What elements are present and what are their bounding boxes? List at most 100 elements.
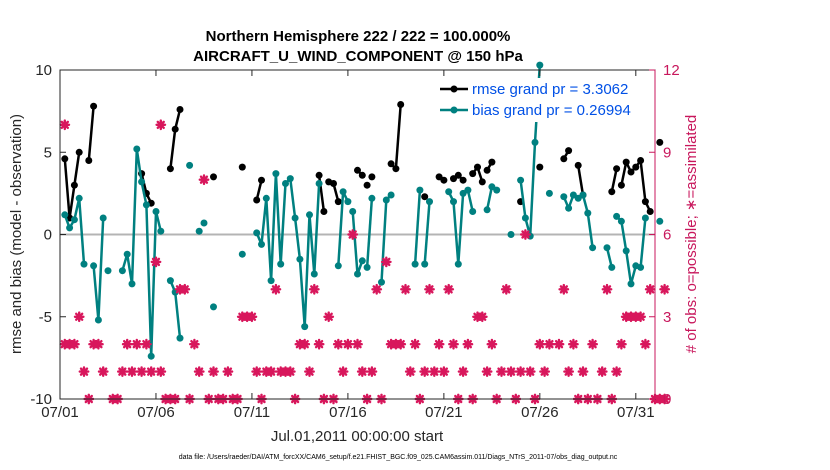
obs-assimilated-marker bbox=[524, 366, 536, 377]
obs-assimilated-marker bbox=[457, 366, 469, 377]
obs-assimilated-marker bbox=[419, 366, 431, 377]
rmse-point bbox=[363, 181, 371, 189]
bias-point bbox=[70, 216, 78, 224]
obs-assimilated-marker bbox=[596, 366, 608, 377]
obs-assimilated-marker bbox=[409, 338, 421, 350]
rmse-point bbox=[358, 171, 366, 179]
obs-assimilated-marker bbox=[611, 366, 622, 377]
rmse-point bbox=[166, 165, 174, 173]
bias-point bbox=[584, 209, 592, 217]
bias-point bbox=[99, 214, 107, 222]
y-left-tick-label: 5 bbox=[44, 144, 52, 161]
rmse-point bbox=[85, 157, 93, 164]
bias-point bbox=[94, 316, 102, 324]
bias-point bbox=[536, 61, 544, 69]
rmse-point bbox=[454, 171, 462, 179]
bias-point bbox=[291, 214, 299, 222]
bias-point bbox=[517, 176, 525, 184]
bias-point bbox=[147, 352, 155, 360]
x-tick-label: 07/26 bbox=[521, 404, 559, 421]
bias-point bbox=[301, 323, 309, 331]
obs-assimilated-marker bbox=[347, 229, 359, 240]
legend-bias-marker bbox=[450, 106, 458, 114]
x-axis-label: Jul.01,2011 00:00:00 start bbox=[271, 428, 444, 445]
x-tick-label: 07/06 bbox=[137, 404, 175, 421]
obs-assimilated-marker bbox=[265, 366, 277, 377]
bias-point bbox=[118, 267, 126, 275]
y-right-tick-label: 6 bbox=[663, 227, 671, 244]
legend-box bbox=[436, 78, 648, 122]
obs-assimilated-marker bbox=[486, 338, 498, 350]
y-left-tick-label: -5 bbox=[39, 309, 52, 326]
bias-point bbox=[608, 263, 616, 271]
obs-assimilated-marker bbox=[208, 366, 219, 377]
bias-point bbox=[277, 260, 285, 268]
bias-point bbox=[445, 188, 453, 196]
rmse-point bbox=[176, 106, 184, 113]
bias-point bbox=[411, 260, 419, 268]
rmse-point bbox=[656, 138, 664, 146]
bias-point bbox=[493, 186, 501, 194]
obs-assimilated-marker bbox=[313, 338, 325, 350]
rmse-point bbox=[469, 170, 477, 178]
y-left-tick-label: 10 bbox=[35, 62, 52, 79]
obs-assimilated-marker bbox=[563, 366, 574, 377]
bias-point bbox=[378, 278, 385, 286]
bias-point bbox=[565, 204, 573, 212]
rmse-point bbox=[488, 158, 496, 166]
obs-assimilated-marker bbox=[500, 283, 512, 295]
legend-rmse-label: rmse grand pr = 3.3062 bbox=[472, 81, 628, 98]
bias-point bbox=[267, 277, 275, 285]
obs-assimilated-marker bbox=[616, 338, 627, 350]
bias-point bbox=[622, 247, 630, 255]
bias-point bbox=[210, 303, 217, 311]
rmse-point bbox=[459, 176, 467, 184]
bias-line-segment bbox=[423, 201, 431, 265]
obs-assimilated-marker bbox=[284, 366, 296, 377]
bias-point bbox=[315, 180, 323, 187]
obs-assimilated-marker bbox=[323, 311, 335, 323]
bias-point bbox=[90, 262, 98, 270]
rmse-point bbox=[315, 171, 323, 179]
obs-assimilated-marker bbox=[198, 174, 210, 186]
obs-assimilated-marker bbox=[155, 366, 167, 377]
obs-assimilated-marker bbox=[428, 366, 440, 377]
obs-assimilated-marker bbox=[332, 338, 344, 350]
chart-title-line1: Northern Hemisphere 222 / 222 = 100.000% bbox=[206, 28, 511, 45]
rmse-point bbox=[483, 166, 491, 174]
x-axis: 07/01 07/06 07/11 07/16 07/21 07/26 07/31 bbox=[41, 70, 655, 421]
bias-point bbox=[617, 217, 625, 225]
obs-assimilated-marker bbox=[140, 338, 152, 350]
bias-point bbox=[262, 194, 270, 202]
obs-assimilated-marker bbox=[121, 338, 133, 350]
rmse-line-segment bbox=[63, 152, 81, 220]
rmse-point bbox=[632, 163, 640, 171]
obs-assimilated-marker bbox=[150, 256, 162, 268]
rmse-point bbox=[258, 176, 265, 184]
bias-point bbox=[416, 186, 424, 194]
rmse-point bbox=[478, 178, 486, 186]
rmse-point bbox=[536, 163, 544, 171]
bias-point bbox=[66, 224, 74, 232]
bias-point bbox=[656, 217, 664, 225]
obs-assimilated-marker bbox=[356, 366, 368, 377]
bias-point bbox=[589, 244, 597, 252]
y-axis-left-label: rmse and bias (model - observation) bbox=[8, 114, 25, 354]
y-right-tick-label: 0 bbox=[663, 391, 671, 408]
obs-assimilated-marker bbox=[73, 311, 85, 323]
obs-assimilated-marker bbox=[577, 366, 589, 377]
obs-assimilated-marker bbox=[404, 366, 416, 377]
rmse-point bbox=[70, 181, 78, 189]
obs-assimilated-marker bbox=[78, 366, 90, 377]
bias-point bbox=[464, 186, 472, 194]
bias-point bbox=[469, 208, 477, 215]
bias-point bbox=[560, 193, 568, 201]
bias-point bbox=[382, 196, 390, 204]
obs-assimilated-marker bbox=[366, 366, 378, 377]
bias-point bbox=[195, 227, 203, 235]
x-tick-label: 07/01 bbox=[41, 404, 79, 421]
obs-assimilated-marker bbox=[222, 366, 234, 377]
bias-point bbox=[186, 161, 194, 169]
obs-assimilated-marker bbox=[380, 256, 392, 268]
obs-assimilated-marker bbox=[337, 366, 349, 377]
